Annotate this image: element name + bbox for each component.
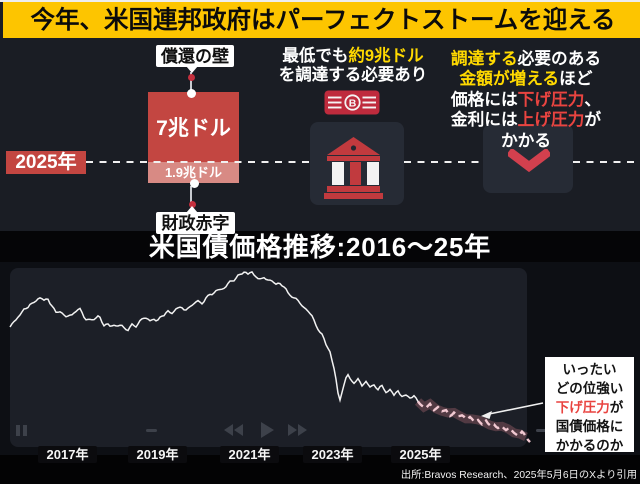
svg-text:B: B: [349, 98, 357, 110]
